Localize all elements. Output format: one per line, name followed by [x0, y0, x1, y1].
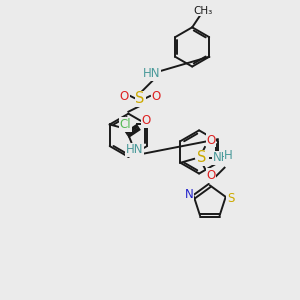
- Text: S: S: [227, 192, 234, 205]
- Text: O: O: [120, 91, 129, 103]
- Text: HN: HN: [143, 67, 161, 80]
- Text: CH₃: CH₃: [194, 6, 213, 16]
- Text: S: S: [197, 150, 207, 165]
- Text: S: S: [136, 92, 145, 106]
- Text: O: O: [206, 169, 215, 182]
- Text: O: O: [206, 134, 215, 147]
- Text: O: O: [151, 91, 160, 103]
- Text: NH: NH: [213, 152, 230, 164]
- Text: Cl: Cl: [120, 118, 131, 131]
- Text: HN: HN: [125, 143, 143, 157]
- Text: N: N: [185, 188, 194, 201]
- Text: O: O: [141, 114, 151, 127]
- Text: H: H: [224, 149, 233, 162]
